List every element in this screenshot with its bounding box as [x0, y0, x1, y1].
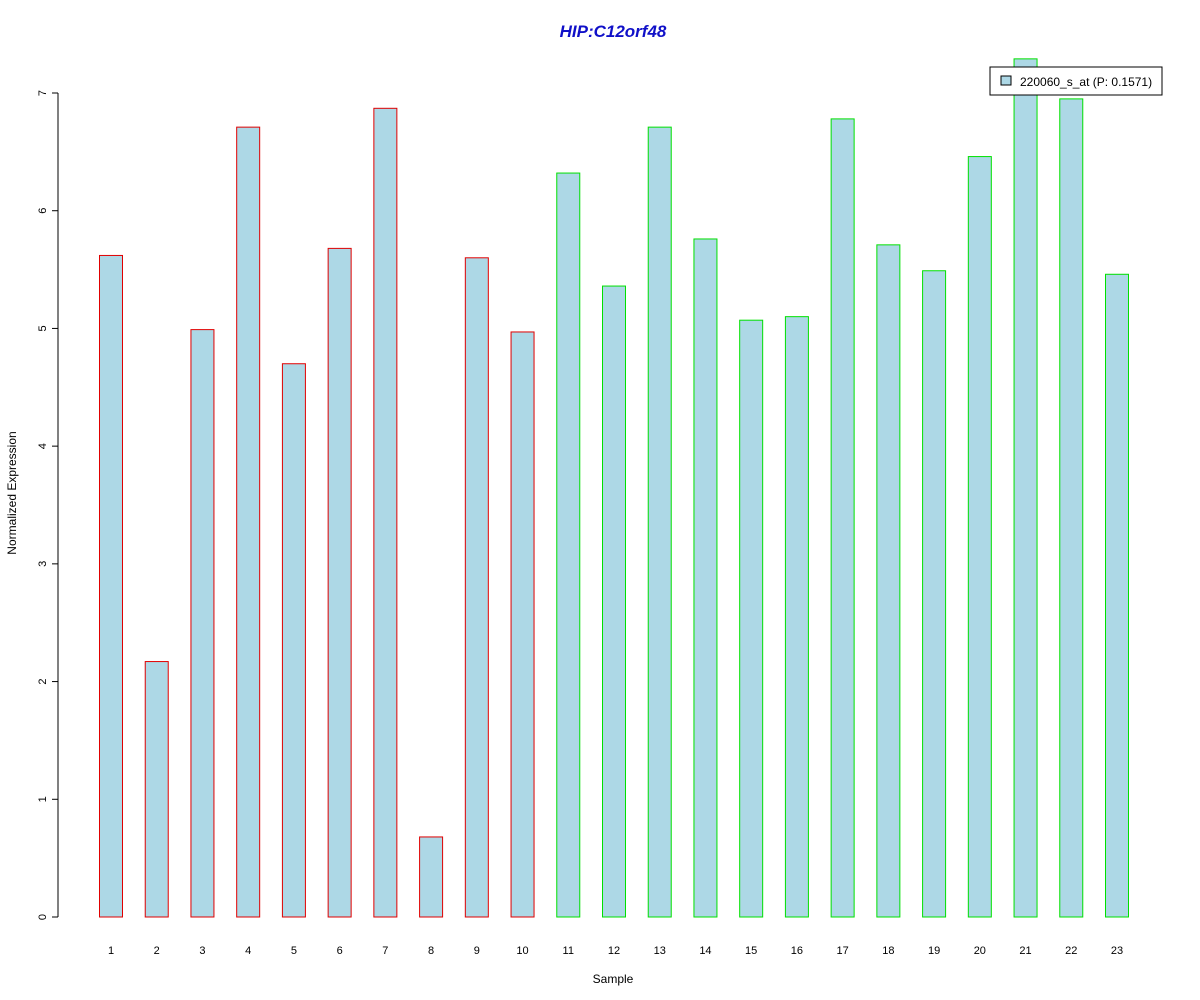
x-tick-label: 1	[108, 945, 114, 957]
x-axis-label: Sample	[593, 972, 634, 986]
y-tick-label: 3	[37, 561, 49, 567]
bar-sample-2	[144, 661, 169, 918]
bar-sample-13	[647, 126, 672, 918]
bar-sample-19	[922, 270, 947, 918]
bar-sample-11	[556, 172, 581, 918]
x-tick-label: 21	[1019, 945, 1031, 957]
bar-sample-3	[190, 329, 215, 918]
x-tick-label: 6	[337, 945, 343, 957]
chart-title: HIP:C12orf48	[560, 22, 667, 41]
x-tick-label: 2	[154, 945, 160, 957]
bar-sample-7	[373, 107, 398, 918]
bars	[99, 58, 1129, 918]
bar-sample-18	[876, 244, 901, 918]
x-tick-label: 13	[654, 945, 666, 957]
y-tick-label: 2	[37, 679, 49, 685]
bar-sample-23	[1105, 273, 1129, 918]
y-tick-label: 5	[37, 325, 49, 331]
legend-box	[989, 66, 1163, 96]
x-tick-label: 10	[516, 945, 528, 957]
bar-sample-6	[327, 247, 352, 918]
x-tick-label: 19	[928, 945, 940, 957]
y-tick-label: 0	[37, 914, 49, 920]
x-tick-label: 15	[745, 945, 757, 957]
x-tick-label: 18	[882, 945, 894, 957]
bar-sample-10	[510, 331, 535, 918]
x-tick-label: 4	[245, 945, 251, 957]
x-tick-label: 20	[974, 945, 986, 957]
bar-sample-5	[281, 363, 306, 918]
y-tick-label: 7	[37, 90, 49, 96]
bar-sample-12	[602, 285, 626, 918]
x-tick-label: 7	[382, 945, 388, 957]
bar-sample-8	[419, 836, 444, 918]
x-tick-label: 17	[837, 945, 849, 957]
bar-sample-1	[99, 254, 123, 918]
x-tick-label: 23	[1111, 945, 1123, 957]
legend-label: 220060_s_at (P: 0.1571)	[1020, 75, 1152, 89]
x-tick-label: 12	[608, 945, 620, 957]
x-tick-label: 9	[474, 945, 480, 957]
legend-swatch	[1000, 75, 1012, 86]
bar-sample-20	[967, 156, 992, 918]
legend: 220060_s_at (P: 0.1571)	[989, 66, 1163, 96]
x-tick-label: 11	[563, 945, 574, 957]
bar-sample-15	[739, 319, 764, 918]
x-tick-label: 22	[1065, 945, 1077, 957]
bar-sample-14	[693, 238, 718, 918]
y-axis-label: Normalized Expression	[5, 431, 19, 554]
y-tick-label: 6	[37, 208, 49, 214]
bar-sample-22	[1059, 98, 1084, 918]
bar-sample-17	[830, 118, 855, 918]
x-tick-label: 8	[428, 945, 434, 957]
bar-sample-4	[236, 126, 261, 918]
bar-sample-21	[1013, 58, 1038, 918]
x-tick-label: 14	[699, 945, 711, 957]
y-tick-label: 4	[37, 443, 49, 449]
x-tick-label: 3	[199, 945, 205, 957]
y-tick-label: 1	[37, 796, 49, 802]
x-tick-label: 5	[291, 945, 297, 957]
bar-sample-9	[464, 257, 489, 918]
bar-sample-16	[784, 316, 809, 918]
y-axis: 0 1 2 3 4 5 6 7	[37, 90, 59, 920]
x-tick-label: 16	[791, 945, 803, 957]
x-tick-labels: 1 2 3 4 5 6 7 8 9 10 11 12 13 14 15 16 17 18 19 20 21 22 23	[108, 945, 1123, 957]
